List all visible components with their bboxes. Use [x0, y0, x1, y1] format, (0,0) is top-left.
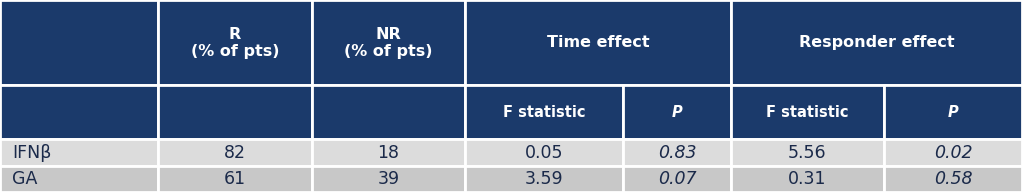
Text: 0.58: 0.58 — [934, 170, 972, 188]
Bar — [731, 166, 884, 192]
Bar — [465, 0, 731, 85]
Bar — [158, 139, 312, 166]
Bar — [158, 0, 312, 85]
Bar — [731, 0, 1022, 85]
Text: R
(% of pts): R (% of pts) — [191, 26, 279, 59]
Text: 3.59: 3.59 — [525, 170, 563, 188]
Text: 0.83: 0.83 — [658, 144, 696, 162]
Bar — [158, 85, 312, 139]
Bar — [312, 85, 465, 139]
Text: 0.02: 0.02 — [934, 144, 972, 162]
Text: 61: 61 — [224, 170, 246, 188]
Bar — [0, 85, 158, 139]
Text: 82: 82 — [224, 144, 246, 162]
Bar — [884, 166, 1022, 192]
Text: Time effect: Time effect — [547, 35, 649, 50]
Bar — [731, 139, 884, 166]
Bar — [312, 0, 465, 85]
Text: 0.05: 0.05 — [525, 144, 563, 162]
Text: P: P — [671, 105, 683, 120]
Bar — [158, 166, 312, 192]
Bar — [623, 166, 731, 192]
Text: NR
(% of pts): NR (% of pts) — [344, 26, 432, 59]
Text: 0.07: 0.07 — [658, 170, 696, 188]
Text: 18: 18 — [377, 144, 400, 162]
Bar — [731, 85, 884, 139]
Bar — [312, 139, 465, 166]
Bar — [0, 139, 158, 166]
Bar — [623, 85, 731, 139]
Text: F statistic: F statistic — [766, 105, 848, 120]
Bar — [0, 0, 158, 85]
Text: P: P — [947, 105, 959, 120]
Text: 39: 39 — [377, 170, 400, 188]
Text: Responder effect: Responder effect — [798, 35, 955, 50]
Text: 0.31: 0.31 — [788, 170, 827, 188]
Text: F statistic: F statistic — [503, 105, 586, 120]
Text: GA: GA — [12, 170, 38, 188]
Bar — [884, 139, 1022, 166]
Bar — [0, 166, 158, 192]
Bar — [465, 85, 623, 139]
Bar — [465, 139, 623, 166]
Bar — [312, 166, 465, 192]
Text: 5.56: 5.56 — [788, 144, 827, 162]
Bar — [623, 139, 731, 166]
Text: IFNβ: IFNβ — [12, 144, 52, 162]
Bar — [884, 85, 1022, 139]
Bar — [465, 166, 623, 192]
